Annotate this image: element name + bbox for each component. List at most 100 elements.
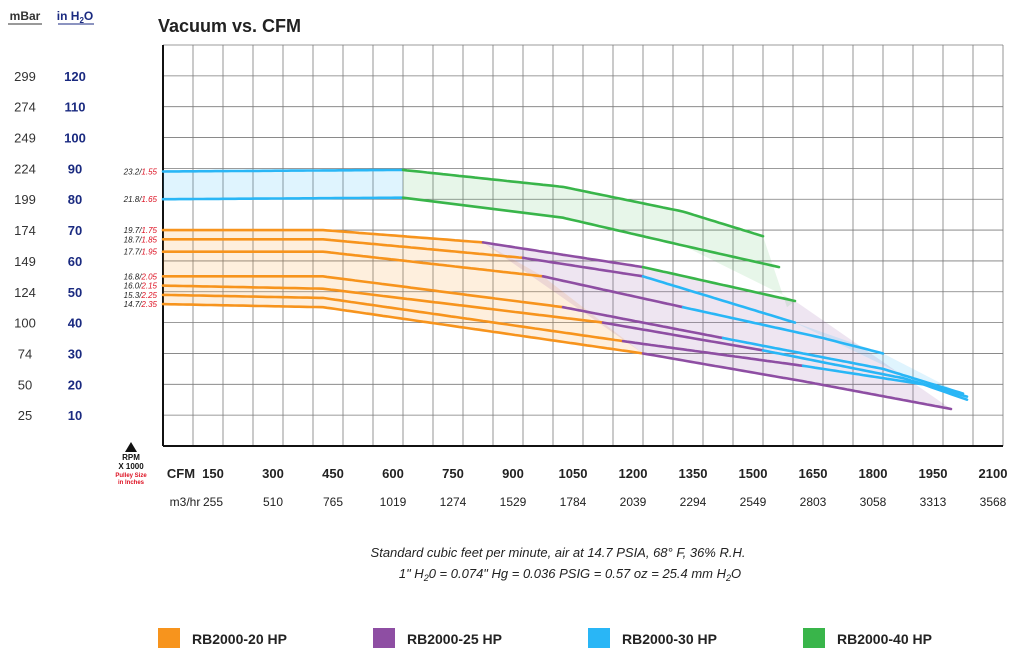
- legend-swatch-30hp: [588, 628, 610, 648]
- legend: RB2000-20 HP RB2000-25 HP RB2000-30 HP R…: [158, 628, 932, 648]
- curve-17.7-1.95-20hp: [161, 250, 545, 278]
- pulley-size-units-label: in Inches: [118, 480, 145, 486]
- rpm-label: RPM: [122, 453, 140, 462]
- rpm-x1000-label: X 1000: [118, 462, 144, 471]
- x-tick-label-cfm: 450: [322, 466, 344, 481]
- curve-label: 21.8/1.65: [123, 195, 158, 204]
- operating-region-30hp: [163, 169, 403, 200]
- x-tick-label-cfm: 900: [502, 466, 524, 481]
- curve-16.8-2.05-20hp: [161, 275, 565, 309]
- rpm-arrow-icon: [125, 442, 137, 452]
- y-tick-label-mbar: 299: [14, 69, 36, 84]
- curve-label: 17.7/1.95: [124, 248, 158, 257]
- x-tick-label-m3hr: 1274: [440, 495, 467, 509]
- y-axis-label-inh2o: in H2O: [57, 9, 93, 25]
- x-tick-label-m3hr: 2294: [680, 495, 707, 509]
- curve-23.2-1.55-30hp: [161, 168, 405, 173]
- curve-15.3-2.25-20hp: [161, 293, 625, 343]
- x-tick-label-m3hr: 2039: [620, 495, 647, 509]
- x-tick-label-cfm: 150: [202, 466, 224, 481]
- curve-19.7-1.75-25hp: [481, 241, 645, 269]
- curve-label: 16.8/2.05: [124, 272, 158, 281]
- curve-21.8-1.65-40hp: [401, 196, 781, 269]
- curve-18.7-1.85-30hp: [641, 275, 797, 324]
- legend-label-30hp: RB2000-30 HP: [622, 631, 717, 647]
- y-tick-label-mbar: 199: [14, 192, 36, 207]
- x-tick-label-m3hr: 255: [203, 495, 223, 509]
- curve-label: 14.7/2.35: [124, 300, 158, 309]
- y-tick-label-inh2o: 10: [68, 408, 82, 423]
- x-tick-label-cfm: 1050: [559, 466, 588, 481]
- curve-15.3-2.25-30hp: [801, 364, 969, 401]
- x-tick-label-m3hr: 1019: [380, 495, 407, 509]
- y-tick-label-inh2o: 60: [68, 254, 82, 269]
- y-tick-label-mbar: 100: [14, 316, 36, 331]
- y-tick-label-mbar: 274: [14, 100, 36, 115]
- x-tick-label-cfm: 600: [382, 466, 404, 481]
- x-tick-label-m3hr: 3313: [920, 495, 947, 509]
- chart-title: Vacuum vs. CFM: [158, 16, 301, 36]
- legend-label-20hp: RB2000-20 HP: [192, 631, 287, 647]
- x-tick-label-m3hr: 3568: [980, 495, 1007, 509]
- y-tick-label-inh2o: 50: [68, 285, 82, 300]
- x-tick-label-m3hr: 1784: [560, 495, 587, 509]
- curve-19.7-1.75-20hp: [161, 228, 485, 244]
- curve-15.3-2.25-25hp: [621, 339, 805, 368]
- legend-swatch-40hp: [803, 628, 825, 648]
- x-tick-label-m3hr: 765: [323, 495, 343, 509]
- y-axis-label-mbar: mBar: [10, 9, 41, 23]
- y-tick-label-mbar: 249: [14, 131, 36, 146]
- x-tick-label-cfm: 1650: [799, 466, 828, 481]
- x-tick-label-m3hr: 3058: [860, 495, 887, 509]
- x-tick-label-m3hr: 510: [263, 495, 283, 509]
- curve-16.8-2.05-25hp: [561, 305, 725, 340]
- curve-17.7-1.95-30hp: [681, 305, 885, 355]
- x-tick-label-cfm: 750: [442, 466, 464, 481]
- y-tick-label-inh2o: 30: [68, 346, 82, 361]
- y-tick-label-inh2o: 70: [68, 223, 82, 238]
- curve-17.7-1.95-25hp: [541, 275, 685, 309]
- y-tick-label-inh2o: 120: [64, 69, 86, 84]
- x-tick-label-cfm: 1800: [859, 466, 888, 481]
- x-tick-label-cfm: 1350: [679, 466, 708, 481]
- curve-label: 16.0/2.15: [124, 282, 158, 291]
- y-tick-label-inh2o: 40: [68, 316, 82, 331]
- x-tick-label-cfm: 1500: [739, 466, 768, 481]
- curve-16.0-2.15-20hp: [161, 284, 605, 324]
- x-tick-label-m3hr: 2549: [740, 495, 767, 509]
- operating-region-20hp: [163, 230, 643, 354]
- pulley-size-label: Pulley Size: [115, 473, 147, 479]
- footnote-conversion: 1" H20 = 0.074" Hg = 0.036 PSIG = 0.57 o…: [399, 566, 741, 583]
- y-tick-label-inh2o: 20: [68, 377, 82, 392]
- x-tick-label-m3hr: 1529: [500, 495, 527, 509]
- x-axis-label-m3hr: m3/hr: [170, 495, 201, 509]
- curve-21.8-1.65-30hp: [161, 196, 405, 201]
- x-tick-label-m3hr: 2803: [800, 495, 827, 509]
- curve-14.7-2.35-20hp: [161, 302, 645, 355]
- y-tick-label-mbar: 149: [14, 254, 36, 269]
- y-tick-label-mbar: 50: [18, 377, 32, 392]
- y-tick-label-mbar: 74: [18, 346, 32, 361]
- x-tick-label-cfm: 1200: [619, 466, 648, 481]
- y-tick-label-inh2o: 90: [68, 161, 82, 176]
- legend-label-25hp: RB2000-25 HP: [407, 631, 502, 647]
- y-tick-label-inh2o: 80: [68, 192, 82, 207]
- curve-16.0-2.15-25hp: [601, 321, 765, 352]
- y-tick-label-mbar: 224: [14, 161, 36, 176]
- y-tick-label-mbar: 124: [14, 285, 36, 300]
- curve-14.7-2.35-25hp: [641, 352, 953, 411]
- y-tick-label-mbar: 174: [14, 223, 36, 238]
- x-tick-label-cfm: 1950: [919, 466, 948, 481]
- plot-area: [161, 44, 1004, 447]
- operating-region-40hp: [403, 169, 795, 308]
- curve-label: 19.7/1.75: [124, 226, 158, 235]
- curve-16.8-2.05-30hp: [721, 336, 965, 395]
- curve-19.7-1.75-40hp: [641, 265, 797, 303]
- y-tick-label-mbar: 25: [18, 408, 32, 423]
- legend-swatch-20hp: [158, 628, 180, 648]
- legend-swatch-25hp: [373, 628, 395, 648]
- footnote-standard-cfm: Standard cubic feet per minute, air at 1…: [371, 545, 746, 560]
- y-tick-label-inh2o: 100: [64, 131, 86, 146]
- curve-label: 18.7/1.85: [124, 235, 158, 244]
- curve-label: 23.2/1.55: [123, 167, 158, 176]
